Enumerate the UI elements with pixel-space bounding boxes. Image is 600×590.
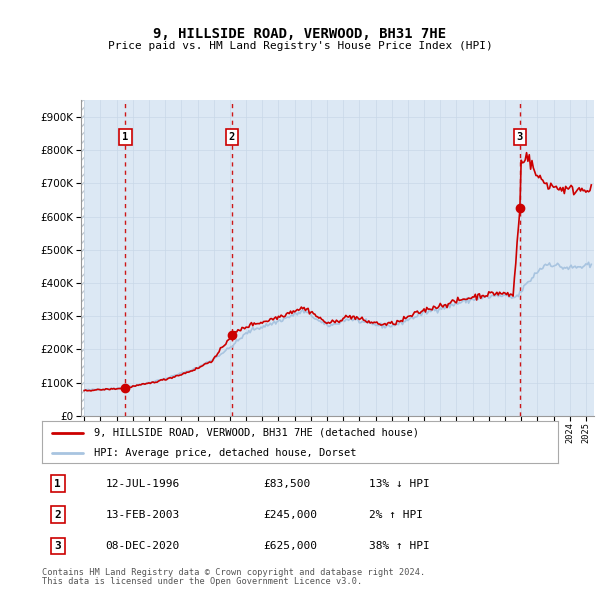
Text: Contains HM Land Registry data © Crown copyright and database right 2024.: Contains HM Land Registry data © Crown c…: [42, 568, 425, 576]
Text: 13-FEB-2003: 13-FEB-2003: [106, 510, 179, 520]
Text: HPI: Average price, detached house, Dorset: HPI: Average price, detached house, Dors…: [94, 448, 356, 457]
Text: 2: 2: [229, 132, 235, 142]
Text: 2: 2: [55, 510, 61, 520]
Text: 08-DEC-2020: 08-DEC-2020: [106, 541, 179, 551]
Text: 2% ↑ HPI: 2% ↑ HPI: [370, 510, 424, 520]
Bar: [81, 100, 84, 416]
Text: 3: 3: [517, 132, 523, 142]
Text: £625,000: £625,000: [264, 541, 318, 551]
Text: £245,000: £245,000: [264, 510, 318, 520]
Text: £83,500: £83,500: [264, 478, 311, 489]
Text: 1: 1: [122, 132, 128, 142]
Text: 13% ↓ HPI: 13% ↓ HPI: [370, 478, 430, 489]
Text: 12-JUL-1996: 12-JUL-1996: [106, 478, 179, 489]
Text: 9, HILLSIDE ROAD, VERWOOD, BH31 7HE: 9, HILLSIDE ROAD, VERWOOD, BH31 7HE: [154, 27, 446, 41]
Text: 38% ↑ HPI: 38% ↑ HPI: [370, 541, 430, 551]
Text: 3: 3: [55, 541, 61, 551]
Text: 1: 1: [55, 478, 61, 489]
Text: This data is licensed under the Open Government Licence v3.0.: This data is licensed under the Open Gov…: [42, 577, 362, 586]
Text: 9, HILLSIDE ROAD, VERWOOD, BH31 7HE (detached house): 9, HILLSIDE ROAD, VERWOOD, BH31 7HE (det…: [94, 428, 419, 438]
Text: Price paid vs. HM Land Registry's House Price Index (HPI): Price paid vs. HM Land Registry's House …: [107, 41, 493, 51]
